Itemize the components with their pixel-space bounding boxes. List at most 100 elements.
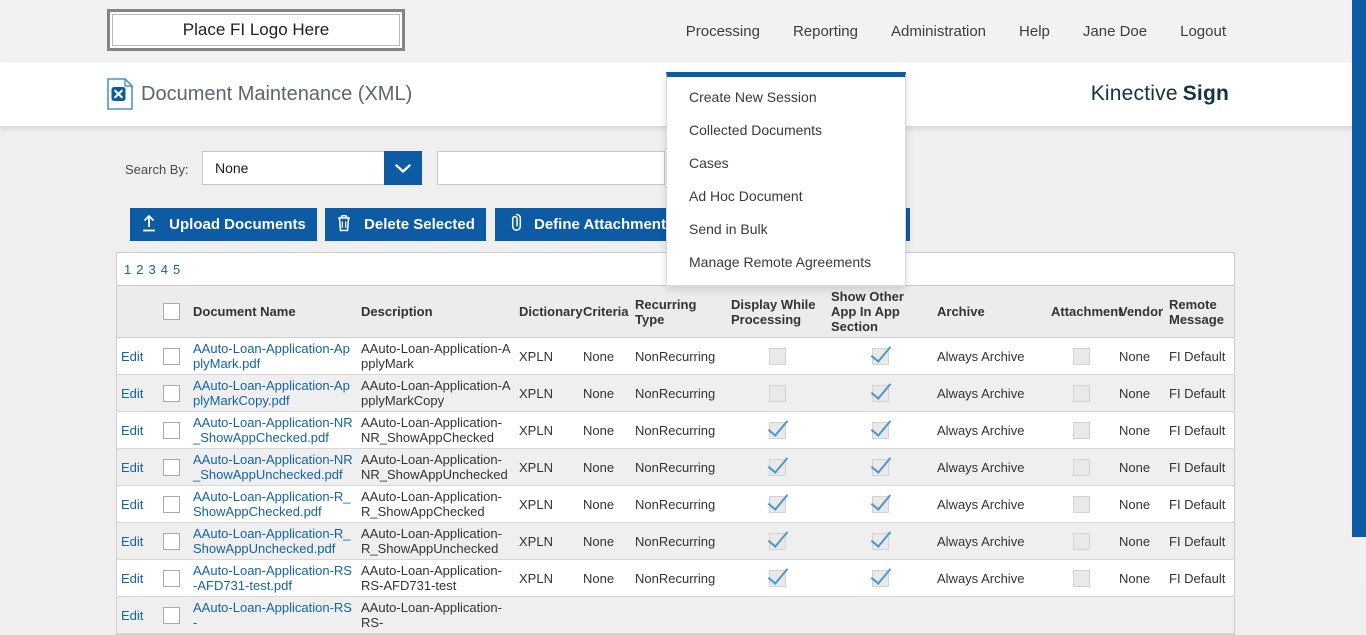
attachment-checkbox [1072, 347, 1090, 365]
dictionary-cell: XPLN [515, 485, 579, 523]
page-link-4[interactable]: 4 [160, 261, 168, 277]
define-attachment-label: Define Attachment [534, 216, 666, 233]
vendor-cell: None [1115, 448, 1165, 486]
criteria-cell [579, 596, 631, 634]
fi-logo-text: Place FI Logo Here [182, 20, 330, 39]
trash-icon [336, 214, 352, 236]
nav-jane-doe[interactable]: Jane Doe [1082, 22, 1148, 40]
page-scrollbar-track[interactable] [1352, 0, 1366, 589]
document-name-link[interactable]: AAuto-Loan-Application-NR_ShowAppUncheck… [193, 452, 353, 482]
row-select-checkbox[interactable] [162, 532, 180, 550]
criteria-cell: None [579, 485, 631, 523]
display-while-processing-checkbox [768, 421, 786, 439]
remote-message-cell: FI Default [1165, 374, 1234, 412]
header-dictionary: Dictionary [515, 285, 583, 338]
edit-link[interactable]: Edit [121, 607, 144, 623]
dictionary-cell: XPLN [515, 411, 579, 449]
attachment-checkbox [1072, 532, 1090, 550]
nav-processing[interactable]: Processing [685, 22, 760, 40]
archive-cell: Always Archive [933, 374, 1047, 412]
show-other-app-checkbox [871, 384, 889, 402]
document-name-link[interactable]: AAuto-Loan-Application-R_ShowAppChecked.… [193, 489, 351, 519]
table-row: Edit AAuto-Loan-Application-ApplyMarkCop… [117, 374, 1234, 412]
header-recurring-type: Recurring Type [631, 285, 727, 338]
document-name-link[interactable]: AAuto-Loan-Application-ApplyMark.pdf [193, 341, 350, 371]
vendor-cell: None [1115, 559, 1165, 597]
brand-regular: Kinective [1090, 82, 1178, 105]
row-select-checkbox[interactable] [162, 421, 180, 439]
dictionary-cell: XPLN [515, 374, 579, 412]
page-link-3[interactable]: 3 [148, 261, 156, 277]
description-cell: AAuto-Loan-Application-RS- [357, 596, 515, 634]
attachment-checkbox [1072, 421, 1090, 439]
edit-link[interactable]: Edit [121, 570, 144, 586]
row-select-checkbox[interactable] [162, 569, 180, 587]
document-name-link[interactable]: AAuto-Loan-Application-RS- [193, 600, 352, 630]
vendor-cell: None [1115, 337, 1165, 375]
row-select-checkbox[interactable] [162, 495, 180, 513]
documents-table: Document Name Description Dictionary Cri… [117, 285, 1234, 634]
page-scrollbar-thumb[interactable] [1352, 0, 1366, 537]
header-document-name: Document Name [189, 285, 357, 338]
vendor-cell: None [1115, 411, 1165, 449]
header-attachment: Attachment [1047, 285, 1123, 338]
menu-item-send-in-bulk[interactable]: Send in Bulk [689, 221, 768, 237]
edit-link[interactable]: Edit [121, 459, 144, 475]
menu-item-cases[interactable]: Cases [689, 155, 729, 171]
remote-message-cell: FI Default [1165, 448, 1234, 486]
header-display-while-processing: Display While Processing [727, 285, 827, 338]
dictionary-cell [515, 596, 579, 634]
document-name-link[interactable]: AAuto-Loan-Application-NR_ShowAppChecked… [193, 415, 353, 445]
edit-link[interactable]: Edit [121, 533, 144, 549]
nav-logout[interactable]: Logout [1180, 22, 1226, 40]
edit-link[interactable]: Edit [121, 422, 144, 438]
display-while-processing-checkbox [768, 569, 786, 587]
remote-message-cell [1165, 596, 1234, 634]
archive-cell: Always Archive [933, 337, 1047, 375]
header-archive: Archive [933, 285, 1047, 338]
recurring-type-cell: NonRecurring [631, 559, 727, 597]
document-name-link[interactable]: AAuto-Loan-Application-ApplyMarkCopy.pdf [193, 378, 350, 408]
page-link-1[interactable]: 1 [124, 261, 132, 277]
nav-help[interactable]: Help [1019, 22, 1050, 40]
row-select-checkbox[interactable] [162, 384, 180, 402]
delete-selected-button[interactable]: Delete Selected [325, 208, 486, 241]
document-name-link[interactable]: AAuto-Loan-Application-R_ShowAppUnchecke… [193, 526, 351, 556]
menu-item-collected-documents[interactable]: Collected Documents [689, 122, 823, 138]
page-link-2[interactable]: 2 [136, 261, 144, 277]
menu-item-create-new-session[interactable]: Create New Session [689, 89, 817, 105]
search-by-select[interactable]: None [202, 151, 422, 185]
edit-link[interactable]: Edit [121, 348, 144, 364]
attachment-checkbox [1072, 495, 1090, 513]
menu-item-ad-hoc-document[interactable]: Ad Hoc Document [689, 188, 803, 204]
recurring-type-cell: NonRecurring [631, 411, 727, 449]
nav-administration[interactable]: Administration [890, 22, 987, 40]
search-input[interactable] [437, 151, 665, 185]
upload-documents-button[interactable]: Upload Documents [130, 208, 317, 241]
search-by-selected-value: None [215, 160, 249, 176]
vendor-cell [1115, 596, 1165, 634]
brand-bold: Sign [1182, 82, 1229, 105]
search-by-label: Search By: [125, 162, 189, 177]
criteria-cell: None [579, 337, 631, 375]
header-edit-spacer [117, 285, 153, 338]
fi-logo-placeholder: Place FI Logo Here [107, 9, 405, 51]
header-select-all-cell [153, 285, 189, 338]
remote-message-cell: FI Default [1165, 485, 1234, 523]
menu-item-manage-remote-agreements[interactable]: Manage Remote Agreements [689, 254, 872, 270]
vendor-cell: None [1115, 485, 1165, 523]
chevron-down-icon[interactable] [384, 151, 422, 185]
edit-link[interactable]: Edit [121, 385, 144, 401]
table-row: Edit AAuto-Loan-Application-R_ShowAppChe… [117, 485, 1234, 523]
row-select-checkbox[interactable] [162, 458, 180, 476]
page-link-5[interactable]: 5 [172, 261, 181, 277]
display-while-processing-checkbox [768, 384, 786, 402]
row-select-checkbox[interactable] [162, 606, 180, 624]
table-row: Edit AAuto-Loan-Application-NR_ShowAppUn… [117, 448, 1234, 486]
processing-dropdown-menu: Create New Session Collected Documents Cas… [666, 72, 906, 286]
nav-reporting[interactable]: Reporting [792, 22, 858, 40]
edit-link[interactable]: Edit [121, 496, 144, 512]
top-header-bar: Place FI Logo Here Processing Reporting Ad… [0, 0, 1366, 62]
select-all-checkbox[interactable] [162, 303, 180, 321]
row-select-checkbox[interactable] [162, 347, 180, 365]
